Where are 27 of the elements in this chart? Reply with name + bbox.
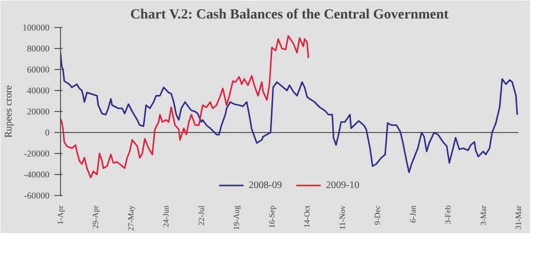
x-tick-label: 11-Nov — [338, 205, 347, 230]
x-tick-label: 3-Feb — [444, 205, 453, 224]
x-tick-label: 19-Aug — [232, 205, 242, 230]
y-axis-title: Rupees crore — [4, 84, 14, 138]
x-tick-label: 1-Apr — [56, 205, 65, 225]
x-tick-label: 16-Sep — [267, 205, 276, 228]
x-tick-label: 31-Mar — [514, 205, 523, 230]
x-tick-label: 27-May — [126, 206, 136, 231]
x-tick-label: 22-Jul — [196, 204, 206, 226]
legend-label: 2008-09 — [248, 179, 282, 191]
y-tick-label: 0 — [45, 128, 50, 138]
y-tick-label: 80000 — [27, 44, 50, 54]
legend-label: 2009-10 — [326, 179, 360, 191]
x-tick-label: 3-Mar — [478, 205, 488, 226]
x-tick-label: 29-Apr — [91, 205, 100, 229]
y-tick-label: 40000 — [27, 86, 50, 96]
x-tick-label: 6-Jan — [408, 206, 418, 223]
x-tick-label: 9-Dec — [373, 205, 382, 226]
y-tick-label: -20000 — [24, 148, 50, 158]
x-tick-label: 24-Jun — [162, 205, 171, 228]
y-tick-label: -60000 — [24, 190, 50, 200]
y-tick-label: -40000 — [24, 170, 50, 180]
y-tick-label: 20000 — [27, 106, 50, 116]
y-tick-label: 100000 — [22, 22, 50, 32]
chart-title: Chart V.2: Cash Balances of the Central Government — [130, 8, 449, 22]
x-tick-label: 14-Oct — [302, 204, 312, 228]
y-tick-label: 60000 — [27, 64, 50, 74]
